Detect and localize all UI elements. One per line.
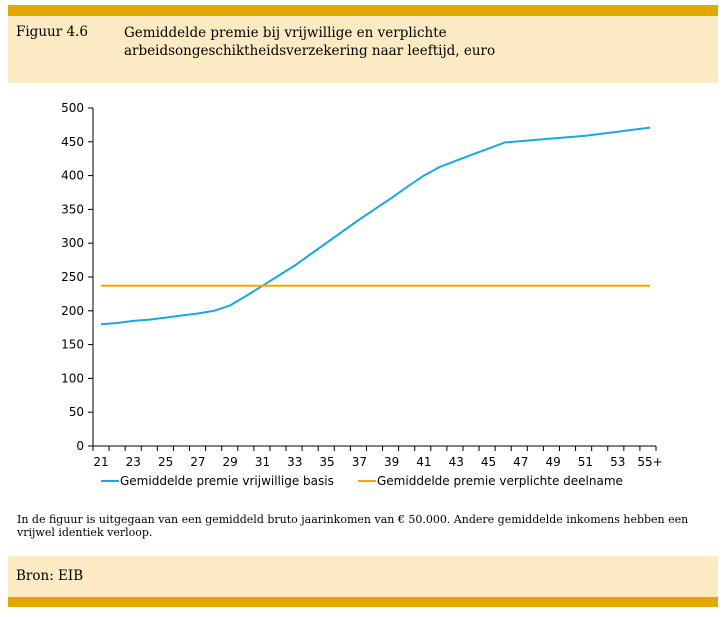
x-tick-label: 27: [190, 455, 205, 469]
y-tick-label: 100: [61, 371, 84, 385]
bottom-accent-bar: [8, 597, 718, 607]
x-tick-label: 29: [223, 455, 238, 469]
x-tick-label: 53: [610, 455, 625, 469]
figure-note: In de figuur is uitgegaan van een gemidd…: [17, 513, 689, 539]
source-text: Bron: EIB: [16, 568, 84, 584]
y-tick-label: 0: [76, 439, 84, 453]
x-tick-label: 37: [352, 455, 367, 469]
y-tick-label: 300: [61, 236, 84, 250]
x-tick-label: 45: [481, 455, 496, 469]
x-tick-label: 23: [126, 455, 141, 469]
series-line-vrijwillig: [100, 126, 651, 326]
x-tick-label: 21: [93, 455, 108, 469]
x-tick-label: 39: [384, 455, 399, 469]
x-tick-label: 43: [449, 455, 464, 469]
top-accent-bar: [8, 5, 718, 16]
y-tick-label: 400: [61, 169, 84, 183]
y-tick-label: 450: [61, 135, 84, 149]
x-tick-label: 35: [319, 455, 334, 469]
legend: Gemiddelde premie vrijwillige basis Gemid…: [101, 474, 623, 488]
y-tick-label: 200: [61, 304, 84, 318]
x-tick-label: 31: [255, 455, 270, 469]
x-tick-label: 49: [545, 455, 560, 469]
legend-label: Gemiddelde premie verplichte deelname: [377, 474, 623, 488]
x-axis: 21 23 25 27 29 31 33 35 37 39 41 43 45 47 49 51 53 55+: [92, 445, 663, 469]
x-tick-label: 55+: [637, 455, 662, 469]
x-tick-label: 33: [287, 455, 302, 469]
y-tick-label: 50: [69, 405, 84, 419]
figure-title: Gemiddelde premie bij vrijwillige en ver…: [124, 25, 496, 59]
x-tick-label: 25: [158, 455, 173, 469]
x-tick-label: 41: [416, 455, 431, 469]
x-tick-label: 51: [578, 455, 593, 469]
figure-header: Figuur 4.6 Gemiddelde premie bij vrijwil…: [8, 16, 718, 83]
y-tick-label: 150: [61, 338, 84, 352]
y-axis: 0 50 100 150 200 250 300 350 400 450 500: [61, 101, 94, 453]
y-tick-label: 350: [61, 202, 84, 216]
x-tick-label: 47: [513, 455, 528, 469]
y-tick-label: 500: [61, 101, 84, 115]
source-panel: Bron: EIB: [8, 556, 718, 597]
legend-label: Gemiddelde premie vrijwillige basis: [120, 474, 334, 488]
series-group: [100, 126, 651, 326]
figure-label: Figuur 4.6: [16, 24, 88, 40]
y-tick-label: 250: [61, 270, 84, 284]
